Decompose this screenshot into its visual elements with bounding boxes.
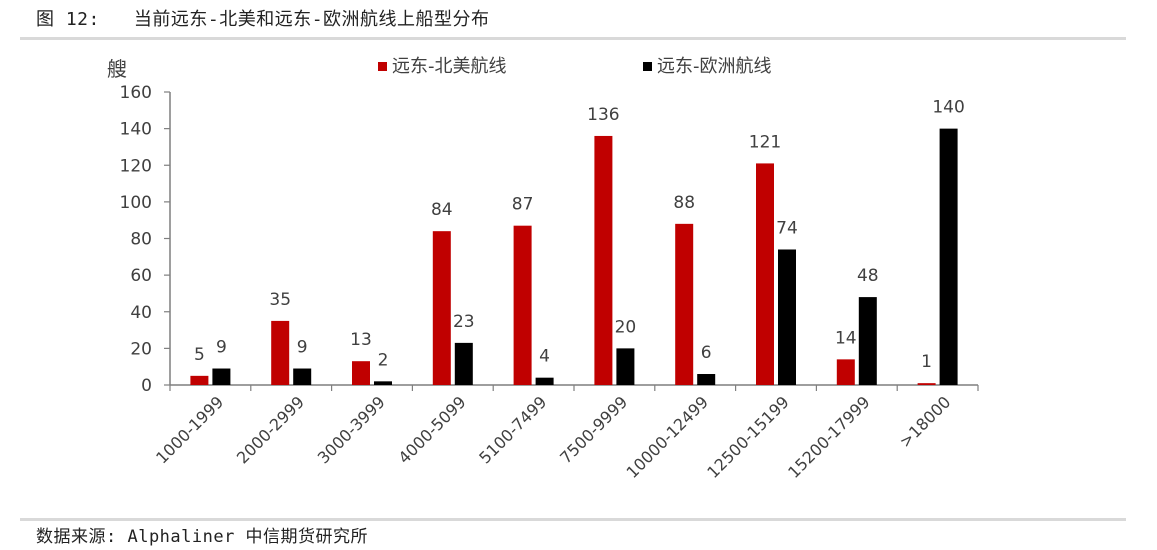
data-label: 84 xyxy=(431,200,453,220)
data-label: 4 xyxy=(539,347,550,367)
data-label: 9 xyxy=(297,338,308,358)
y-tick-label: 160 xyxy=(120,83,152,103)
x-tick-label: 12500-15199 xyxy=(703,392,793,482)
legend-swatch xyxy=(643,62,652,71)
bar-far-east-north-america xyxy=(271,320,290,385)
bar-far-east-north-america xyxy=(594,135,613,385)
data-label: 6 xyxy=(701,343,712,363)
y-tick-label: 120 xyxy=(120,156,152,176)
bar-far-east-europe xyxy=(616,348,635,385)
figure-title-text: 当前远东-北美和远东-欧洲航线上船型分布 xyxy=(133,9,490,30)
data-label: 13 xyxy=(350,330,372,350)
legend-label: 远东-北美航线 xyxy=(392,56,507,77)
y-axis-label: 艘 xyxy=(107,57,127,81)
data-label: 2 xyxy=(378,350,389,370)
bar-far-east-north-america xyxy=(190,375,209,385)
data-label: 136 xyxy=(587,105,619,125)
x-tick-label: 2000-2999 xyxy=(233,392,308,467)
data-label: 1 xyxy=(921,352,932,372)
x-tick-label: >18000 xyxy=(896,392,955,451)
data-label: 48 xyxy=(857,266,879,286)
x-tick-label: 3000-3999 xyxy=(314,392,389,467)
bar-far-east-europe xyxy=(939,128,958,385)
bar-far-east-north-america xyxy=(836,359,855,385)
y-tick-label: 0 xyxy=(141,376,152,396)
data-label: 140 xyxy=(932,98,964,118)
bottom-divider xyxy=(20,518,1126,521)
x-tick-label: 1000-1999 xyxy=(152,392,227,467)
legend-label: 远东-欧洲航线 xyxy=(657,56,772,77)
y-tick-label: 100 xyxy=(120,193,152,213)
data-label: 74 xyxy=(776,218,798,238)
y-tick-label: 60 xyxy=(130,266,152,286)
bar-far-east-north-america xyxy=(917,383,936,385)
y-tick-label: 20 xyxy=(130,339,152,359)
y-tick-label: 40 xyxy=(130,303,152,323)
bar-far-east-europe xyxy=(374,381,392,385)
source-note: 数据来源: Alphaliner 中信期货研究所 xyxy=(36,527,369,547)
bar-far-east-north-america xyxy=(675,223,694,385)
data-label: 88 xyxy=(673,193,695,213)
bar-far-east-europe xyxy=(858,297,877,385)
data-label: 14 xyxy=(835,328,857,348)
y-tick-label: 80 xyxy=(130,230,152,250)
data-label: 9 xyxy=(216,338,227,358)
figure-title: 图 12: 当前远东-北美和远东-欧洲航线上船型分布 xyxy=(36,5,490,31)
bar-far-east-europe xyxy=(293,368,312,385)
figure-number: 图 12: xyxy=(36,9,100,30)
x-tick-label: 7500-9999 xyxy=(556,392,631,467)
bar-far-east-europe xyxy=(212,368,231,385)
data-label: 5 xyxy=(194,345,205,365)
data-label: 20 xyxy=(615,317,637,337)
y-tick-label: 140 xyxy=(120,120,152,140)
x-tick-label: 5100-7499 xyxy=(475,392,550,467)
bar-far-east-north-america xyxy=(432,231,451,385)
bar-far-east-north-america xyxy=(513,225,532,385)
top-divider xyxy=(20,37,1126,40)
x-tick-label: 10000-12499 xyxy=(623,392,713,482)
bar-far-east-europe xyxy=(778,249,796,385)
data-label: 121 xyxy=(749,132,781,152)
legend-swatch xyxy=(378,62,387,71)
bar-far-east-north-america xyxy=(756,163,774,385)
bar-far-east-europe xyxy=(535,377,554,385)
bar-far-east-north-america xyxy=(352,361,370,385)
data-label: 23 xyxy=(453,312,475,332)
data-label: 35 xyxy=(269,290,291,310)
x-tick-label: 15200-17999 xyxy=(784,392,874,482)
bar-far-east-europe xyxy=(697,374,716,385)
data-label: 87 xyxy=(512,195,534,215)
x-tick-label: 4000-5099 xyxy=(395,392,470,467)
bar-far-east-europe xyxy=(454,342,473,385)
